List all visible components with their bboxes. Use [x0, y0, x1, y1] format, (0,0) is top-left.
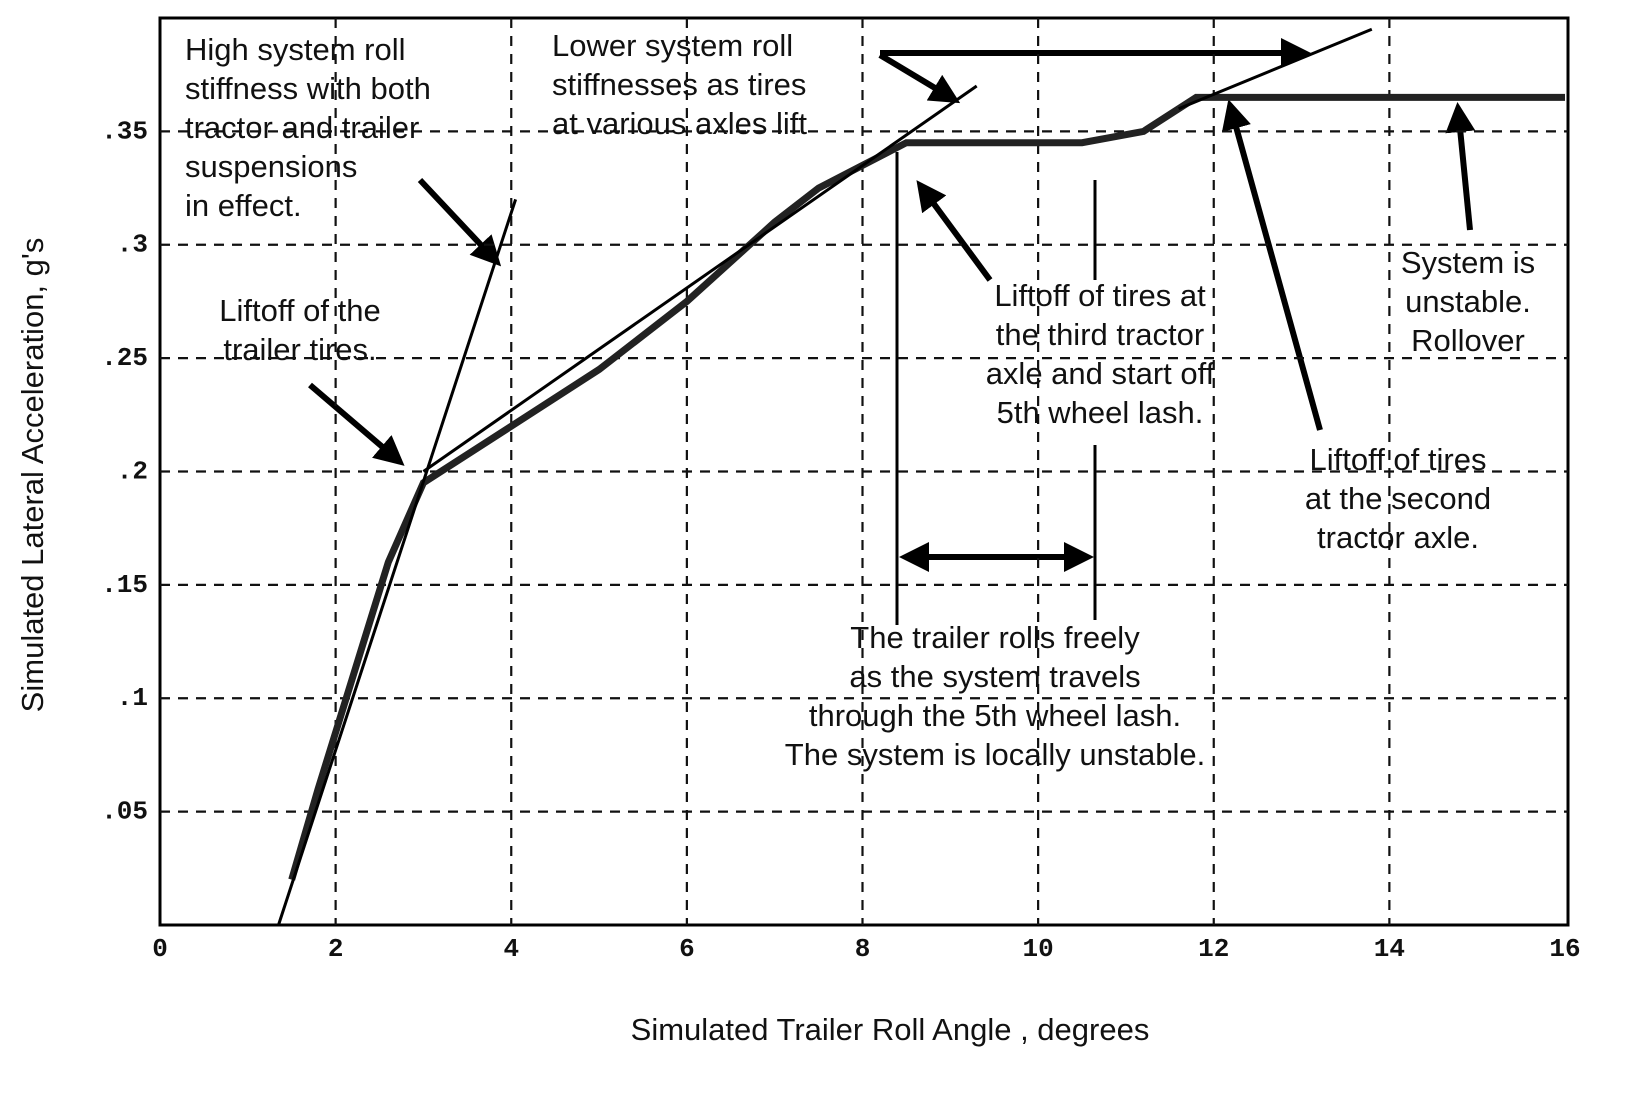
arrow — [417, 177, 502, 267]
annotation: stiffnesses as tires — [552, 67, 806, 102]
annotation: The trailer rolls freely — [850, 620, 1140, 655]
annotation: in effect. — [185, 188, 302, 223]
y-tick-label: .15 — [101, 570, 148, 600]
y-tick-label: .3 — [117, 230, 148, 260]
annotation: 5th wheel lash. — [997, 395, 1204, 430]
annotation: trailer tires. — [223, 332, 376, 367]
x-tick-label: 16 — [1549, 934, 1580, 964]
x-axis-title: Simulated Trailer Roll Angle , degrees — [631, 1012, 1150, 1047]
annotation: tractor axle. — [1317, 520, 1479, 555]
y-axis-title: Simulated Lateral Acceleration, g's — [15, 238, 50, 713]
x-tick-label: 4 — [503, 934, 519, 964]
annotation: Liftoff of tires — [1310, 442, 1487, 477]
arrow — [1221, 99, 1323, 431]
annotation: through the 5th wheel lash. — [809, 698, 1181, 733]
line-series — [288, 93, 1565, 881]
annotation: Liftoff of the — [219, 293, 380, 328]
annotation: High system roll — [185, 32, 406, 67]
x-tick-label: 12 — [1198, 934, 1229, 964]
arrows — [308, 38, 1476, 625]
annotation: System is — [1401, 245, 1535, 280]
annotation: tractor and trailer — [185, 110, 419, 145]
arrow — [308, 382, 405, 466]
line-series — [422, 84, 978, 473]
annotation: unstable. — [1405, 284, 1531, 319]
annotation: suspensions — [185, 149, 357, 184]
x-tick-label: 8 — [855, 934, 871, 964]
annotation: at various axles lift — [552, 106, 807, 141]
annotation: at the second — [1305, 481, 1491, 516]
annotation: the third tractor — [996, 317, 1204, 352]
annotation: Lower system roll — [552, 28, 793, 63]
arrow — [878, 52, 961, 104]
y-tick-label: .1 — [117, 683, 148, 713]
line-series — [1178, 27, 1373, 111]
y-tick-label: .25 — [101, 343, 148, 373]
x-tick-label: 6 — [679, 934, 695, 964]
annotation: Liftoff of tires at — [994, 278, 1206, 313]
y-tick-label: .2 — [117, 456, 148, 486]
annotation: Rollover — [1411, 323, 1525, 358]
x-tick-label: 0 — [152, 934, 168, 964]
arrow — [1445, 102, 1476, 231]
x-tick-label: 14 — [1374, 934, 1405, 964]
annotation: axle and start off — [986, 356, 1215, 391]
annotation: The system is locally unstable. — [785, 737, 1205, 772]
y-tick-label: .05 — [101, 797, 148, 827]
x-tick-label: 10 — [1023, 934, 1054, 964]
y-tick-label: .35 — [101, 116, 148, 146]
annotation: stiffness with both — [185, 71, 431, 106]
annotation: as the system travels — [849, 659, 1140, 694]
arrow — [916, 180, 993, 282]
x-tick-label: 2 — [328, 934, 344, 964]
line-series — [277, 198, 518, 926]
